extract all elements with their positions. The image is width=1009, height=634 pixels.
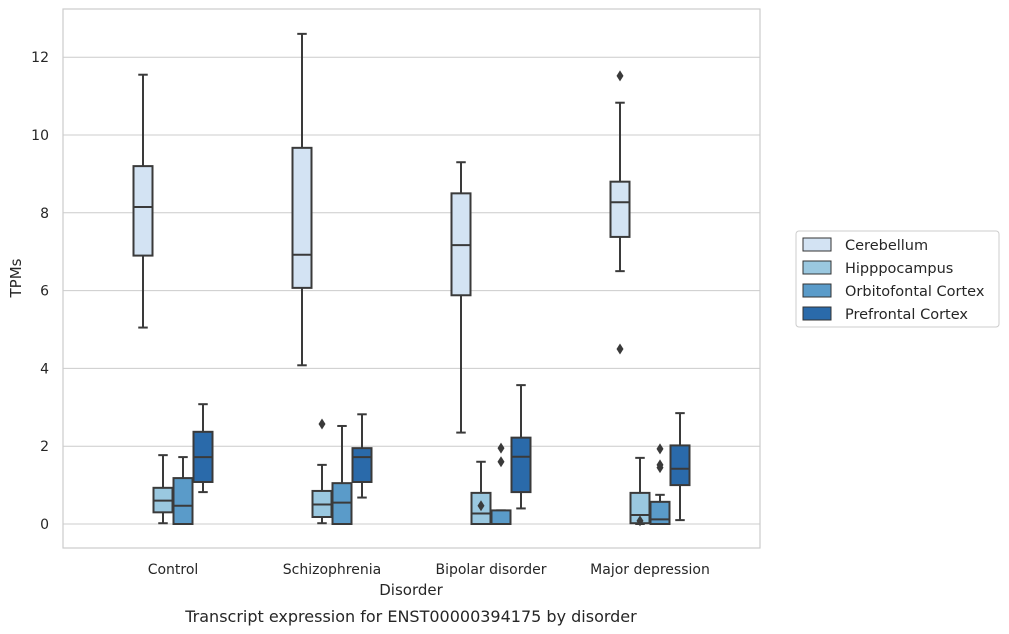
- outlier-point: [497, 442, 505, 454]
- box-body: [609, 180, 631, 238]
- box-4-4: [669, 412, 691, 522]
- legend-label: Hipppocampus: [845, 261, 953, 277]
- box-4-1: [192, 403, 214, 494]
- y-tick-label: 10: [31, 128, 49, 144]
- y-tick-label: 2: [40, 439, 49, 455]
- plot-background: [63, 9, 760, 548]
- box-body: [649, 500, 671, 525]
- x-tick-label: Major depression: [590, 562, 710, 578]
- legend-item: Hipppocampus: [802, 260, 953, 277]
- legend-swatch: [802, 237, 832, 252]
- box-body: [132, 165, 154, 257]
- box-body: [172, 477, 194, 525]
- box-1-4: [609, 70, 631, 355]
- outlier-point: [497, 456, 505, 468]
- box-3-3: [490, 442, 512, 526]
- plot-frame: [62, 8, 761, 549]
- box-1-2: [291, 32, 313, 367]
- x-tick-label: Control: [148, 562, 199, 578]
- x-axis-label: Disorder: [379, 581, 443, 599]
- x-tick-label: Schizophrenia: [283, 562, 381, 578]
- box-1-3: [450, 161, 472, 434]
- box-body: [510, 436, 532, 494]
- box-2-3: [470, 460, 492, 526]
- legend-label: Cerebellum: [845, 238, 928, 254]
- legend-item: Orbitofontal Cortex: [802, 283, 985, 300]
- gridlines: [63, 56, 760, 525]
- x-tick-label: Bipolar disorder: [435, 562, 546, 578]
- legend-item: Cerebellum: [802, 237, 928, 254]
- box-1-1: [132, 73, 154, 329]
- legend-swatch: [802, 306, 832, 321]
- box-body: [490, 509, 512, 526]
- y-axis-label: TPMs: [7, 258, 25, 298]
- legend: Cerebellum Hipppocampus Orbitofontal Corte…: [795, 230, 1000, 328]
- legend-swatch: [802, 260, 832, 275]
- outlier-point: [656, 462, 664, 474]
- y-tick-label: 8: [40, 206, 49, 222]
- outlier-point: [318, 418, 326, 430]
- box-2-4: [629, 456, 651, 527]
- box-3-1: [172, 456, 194, 525]
- box-3-4: [649, 443, 671, 525]
- outlier-point: [616, 70, 624, 82]
- box-4-3: [510, 384, 532, 510]
- y-tick-label: 0: [40, 517, 49, 533]
- outlier-point: [616, 343, 624, 355]
- y-tick-label: 4: [40, 361, 49, 377]
- boxes-layer: [132, 32, 691, 527]
- box-4-2: [351, 413, 373, 499]
- x-tick-labels: Control Schizophrenia Bipolar disorder Majo…: [148, 562, 710, 578]
- box-body: [351, 447, 373, 483]
- legend-item: Prefrontal Cortex: [802, 306, 968, 323]
- box-body: [291, 146, 313, 289]
- y-tick-labels: 0 2 4 6 8 10 12: [31, 50, 49, 533]
- box-body: [669, 444, 691, 487]
- outlier-point: [477, 500, 485, 512]
- legend-swatch: [802, 283, 832, 298]
- legend-label: Prefrontal Cortex: [845, 307, 968, 323]
- chart-caption: Transcript expression for ENST0000039417…: [184, 607, 637, 626]
- y-tick-label: 12: [31, 50, 49, 66]
- y-tick-label: 6: [40, 284, 49, 300]
- legend-label: Orbitofontal Cortex: [845, 284, 985, 300]
- outlier-point: [656, 443, 664, 455]
- box-3-2: [331, 424, 353, 525]
- legend-frame: [795, 230, 1000, 328]
- outlier-point: [636, 515, 644, 527]
